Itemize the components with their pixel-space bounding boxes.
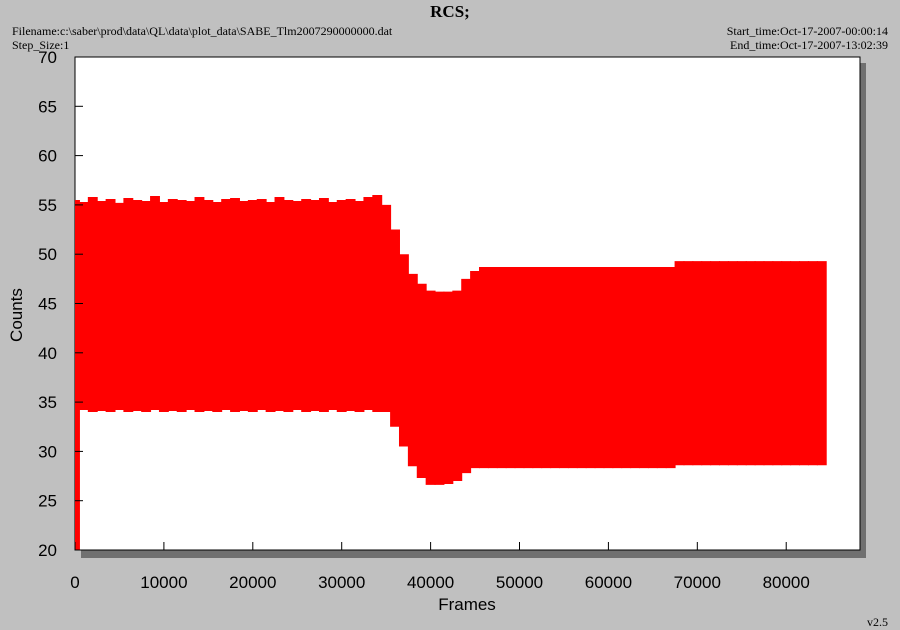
x-tick-label: 20000: [229, 573, 276, 592]
version: v2.5: [867, 615, 888, 629]
step-size: Step_Size:1: [12, 38, 69, 52]
y-tick-label: 25: [38, 492, 57, 511]
y-tick-label: 20: [38, 541, 57, 560]
start-time: Start_time:Oct-17-2007-00:00:14: [727, 24, 888, 38]
y-tick-label: 65: [38, 97, 57, 116]
y-tick-label: 50: [38, 245, 57, 264]
x-axis-label: Frames: [438, 595, 496, 614]
y-tick-label: 45: [38, 295, 57, 314]
filename: Filename:c:\saber\prod\data\QL\data\plot…: [12, 24, 393, 38]
y-tick-label: 30: [38, 442, 57, 461]
y-tick-label: 35: [38, 393, 57, 412]
x-tick-label: 40000: [407, 573, 454, 592]
data-layer: [75, 195, 827, 550]
x-tick-label: 30000: [318, 573, 365, 592]
x-tick-label: 0: [70, 573, 79, 592]
y-tick-label: 40: [38, 344, 57, 363]
y-axis-label: Counts: [7, 288, 26, 342]
chart-title: RCS;: [430, 2, 470, 21]
end-time: End_time:Oct-17-2007-13:02:39: [730, 38, 888, 52]
y-tick-label: 60: [38, 147, 57, 166]
x-tick-label: 10000: [140, 573, 187, 592]
x-tick-label: 60000: [585, 573, 632, 592]
x-tick-label: 80000: [763, 573, 810, 592]
y-tick-label: 55: [38, 196, 57, 215]
y-tick-label: 70: [38, 48, 57, 67]
x-tick-label: 70000: [674, 573, 721, 592]
x-tick-label: 50000: [496, 573, 543, 592]
